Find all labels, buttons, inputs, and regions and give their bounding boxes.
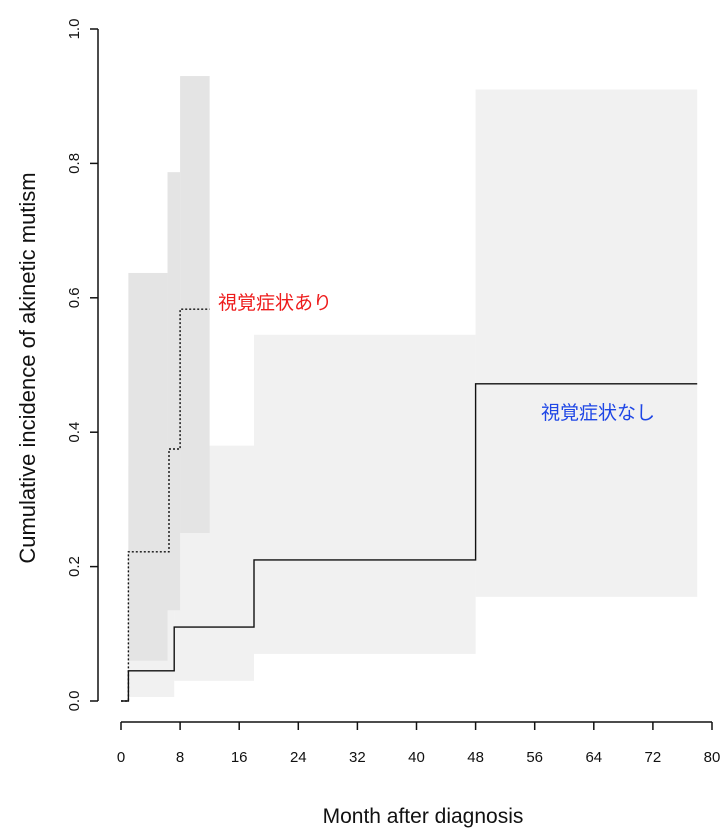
x-tick-label: 48 [467,749,484,766]
series-labels: 視覚症状あり 視覚症状なし [218,292,655,424]
series-label-without-visual-symptoms: 視覚症状なし [541,402,655,424]
x-tick-label: 32 [349,749,366,766]
y-tick-label: 1.0 [66,19,83,40]
series-lines [121,308,698,702]
y-tick-label: 0.6 [66,287,83,308]
series-label-with-visual-symptoms: 視覚症状あり [218,292,332,314]
x-axis-title: Month after diagnosis [323,805,524,828]
ci-band-series-1-3 [475,89,698,597]
y-tick-label: 0.4 [66,422,83,443]
x-tick-label: 64 [585,749,602,766]
y-tick-label: 0.2 [66,556,83,577]
x-tick-label: 8 [176,749,184,766]
x-tick-label: 56 [526,749,543,766]
ci-band-series-1-2 [253,334,476,654]
x-tick-label: 80 [704,749,721,766]
axes: 0 8 16 24 32 40 48 56 64 72 80 0.0 0.2 0.4 0.6 0.8 1.0 [66,19,720,766]
ci-band-series-0-1 [167,172,181,611]
x-tick-label: 0 [117,749,125,766]
ci-band-series-0-2 [180,76,210,533]
x-tick-label: 24 [290,749,307,766]
series-line-1 [121,383,698,702]
confidence-bands [128,76,698,697]
y-axis-title: Cumulative incidence of akinetic mutism [15,172,40,563]
y-tick-label: 0.0 [66,691,83,712]
ci-band-series-0-0 [128,272,168,661]
x-tick-label: 16 [231,749,248,766]
x-tick-label: 40 [408,749,425,766]
y-tick-label: 0.8 [66,153,83,174]
x-tick-label: 72 [645,749,662,766]
